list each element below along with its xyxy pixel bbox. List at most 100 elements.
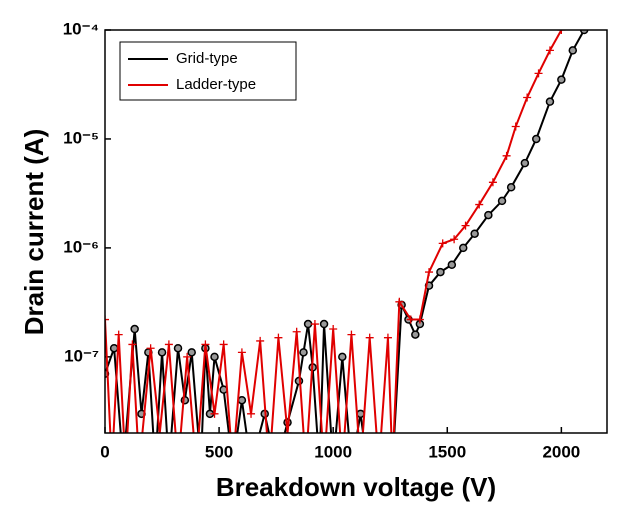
- y-tick-label: 10⁻⁴: [63, 19, 99, 38]
- legend-label: Grid-type: [176, 50, 238, 67]
- data-point: [534, 69, 543, 78]
- data-point: [545, 97, 555, 106]
- data-point: [338, 462, 346, 470]
- data-point: [248, 462, 255, 469]
- data-point: [520, 158, 530, 168]
- data-point: [568, 46, 578, 55]
- x-axis-label: Breakdown voltage (V): [216, 472, 496, 502]
- data-point: [122, 462, 130, 470]
- data-point: [532, 134, 541, 144]
- data-point: [389, 462, 396, 469]
- data-point: [310, 320, 319, 329]
- data-point: [383, 333, 392, 342]
- data-point: [425, 268, 434, 277]
- data-point: [265, 462, 273, 470]
- data-point: [484, 210, 493, 220]
- legend-box: [119, 41, 297, 101]
- data-point: [283, 429, 292, 433]
- x-tick-label: 1500: [428, 442, 466, 461]
- data-point: [415, 315, 424, 324]
- data-point: [302, 462, 310, 470]
- data-point: [197, 462, 204, 469]
- data-point: [219, 340, 228, 349]
- data-point: [447, 260, 457, 270]
- data-point: [109, 343, 119, 353]
- data-point: [347, 330, 356, 339]
- data-point: [319, 319, 329, 329]
- data-point: [502, 151, 511, 160]
- data-point: [292, 327, 301, 336]
- data-point: [183, 352, 192, 361]
- data-point: [135, 462, 143, 470]
- data-point: [316, 462, 323, 469]
- data-point: [497, 196, 507, 206]
- data-point: [192, 462, 200, 470]
- data-point: [173, 343, 183, 353]
- data-point: [120, 462, 127, 469]
- data-point: [237, 395, 247, 405]
- data-point: [395, 297, 404, 306]
- data-point: [164, 340, 173, 349]
- y-tick-label: 10⁻⁷: [64, 346, 99, 365]
- data-point: [229, 462, 236, 469]
- data-point: [375, 462, 383, 470]
- plot-frame: [104, 29, 608, 434]
- data-point: [488, 178, 497, 187]
- data-point: [348, 462, 355, 469]
- data-point: [406, 315, 415, 324]
- data-point: [364, 462, 371, 469]
- data-point: [475, 200, 484, 209]
- data-point: [458, 243, 468, 253]
- data-point: [210, 409, 219, 418]
- legend-label: Ladder-type: [176, 76, 256, 93]
- data-point: [237, 348, 246, 357]
- data-point: [165, 462, 172, 469]
- data-point: [389, 462, 397, 470]
- data-point: [365, 333, 374, 342]
- data-point: [105, 315, 109, 324]
- data-point: [375, 462, 382, 469]
- data-point: [299, 348, 308, 357]
- x-tick-label: 1000: [314, 442, 352, 461]
- data-point: [470, 229, 479, 238]
- data-point: [201, 340, 210, 349]
- y-tick-label: 10⁻⁵: [63, 128, 99, 147]
- data-point: [545, 46, 554, 55]
- data-point: [557, 30, 566, 34]
- data-point: [303, 319, 313, 329]
- data-point: [247, 409, 256, 418]
- data-point: [274, 333, 283, 342]
- data-point: [273, 462, 280, 469]
- data-point: [461, 221, 470, 230]
- data-point: [146, 344, 155, 353]
- data-point: [330, 462, 337, 469]
- data-point: [523, 93, 532, 102]
- data-point: [174, 462, 182, 470]
- data-point: [256, 336, 265, 345]
- data-point: [128, 340, 137, 349]
- data-point: [450, 235, 459, 244]
- y-tick-label: 10⁻⁶: [63, 237, 99, 256]
- data-point: [157, 348, 167, 357]
- data-point: [506, 183, 516, 192]
- data-point: [436, 267, 445, 277]
- data-point: [187, 348, 196, 357]
- data-point: [557, 75, 566, 84]
- data-point: [579, 30, 589, 35]
- data-point: [108, 462, 116, 470]
- data-point: [357, 462, 365, 470]
- x-tick-label: 0: [100, 442, 109, 461]
- x-tick-label: 500: [205, 442, 233, 461]
- data-point: [130, 324, 139, 334]
- data-point: [329, 325, 338, 334]
- data-point: [229, 462, 237, 470]
- data-point: [210, 352, 219, 362]
- data-point: [152, 462, 159, 469]
- data-point: [155, 429, 164, 433]
- data-point: [511, 122, 520, 131]
- plot-area: [105, 30, 589, 470]
- data-point: [338, 352, 347, 362]
- y-axis-label: Drain current (A): [19, 129, 49, 336]
